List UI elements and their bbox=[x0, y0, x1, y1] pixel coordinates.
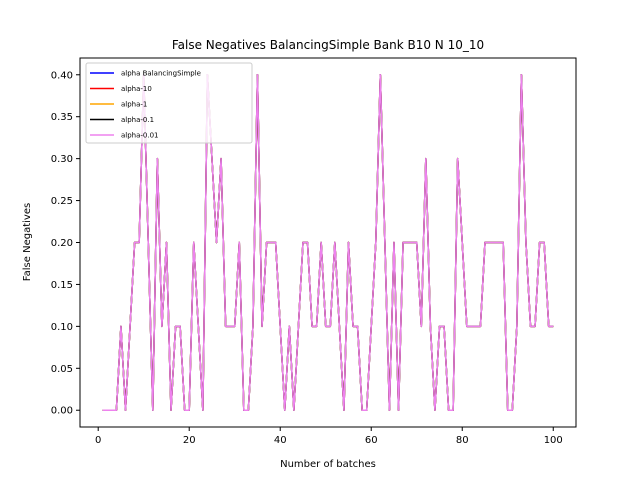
y-tick-label: 0.15 bbox=[51, 280, 73, 291]
y-axis-title: False Negatives bbox=[22, 203, 33, 281]
y-tick-label: 0.20 bbox=[51, 238, 73, 249]
series-layer bbox=[102, 74, 554, 411]
legend-items: alpha BalancingSimple alpha-10 alpha-1 alph… bbox=[90, 70, 201, 140]
series-line-4 bbox=[102, 74, 554, 411]
x-tick-label: 0 bbox=[95, 435, 101, 446]
chart-title: False Negatives BalancingSimple Bank B10… bbox=[172, 38, 484, 52]
legend-label-4: alpha-0.01 bbox=[121, 132, 159, 140]
x-tick-label: 40 bbox=[274, 435, 287, 446]
legend-label-0: alpha BalancingSimple bbox=[121, 70, 201, 78]
y-tick-label: 0.05 bbox=[51, 364, 73, 375]
legend-label-2: alpha-1 bbox=[121, 101, 147, 109]
x-tick-label: 20 bbox=[183, 435, 196, 446]
legend-label-1: alpha-10 bbox=[121, 85, 152, 93]
x-tick-label: 60 bbox=[365, 435, 378, 446]
y-tick-label: 0.30 bbox=[51, 154, 73, 165]
y-tick-label: 0.10 bbox=[51, 322, 73, 333]
x-tick-label: 80 bbox=[456, 435, 469, 446]
y-tick-label: 0.25 bbox=[51, 196, 73, 207]
y-tick-label: 0.00 bbox=[51, 406, 73, 417]
x-axis: 0 20 40 60 80 100 bbox=[95, 427, 563, 446]
legend: alpha BalancingSimple alpha-10 alpha-1 alph… bbox=[85, 62, 253, 144]
y-tick-label: 0.35 bbox=[51, 112, 73, 123]
x-tick-label: 100 bbox=[544, 435, 563, 446]
y-axis: 0.00 0.05 0.10 0.15 0.20 0.25 0.30 0.35 0.40 bbox=[51, 70, 80, 417]
y-tick-label: 0.40 bbox=[51, 70, 73, 81]
legend-label-3: alpha-0.1 bbox=[121, 116, 154, 124]
x-axis-title: Number of batches bbox=[280, 459, 376, 470]
legend-box bbox=[85, 62, 253, 144]
